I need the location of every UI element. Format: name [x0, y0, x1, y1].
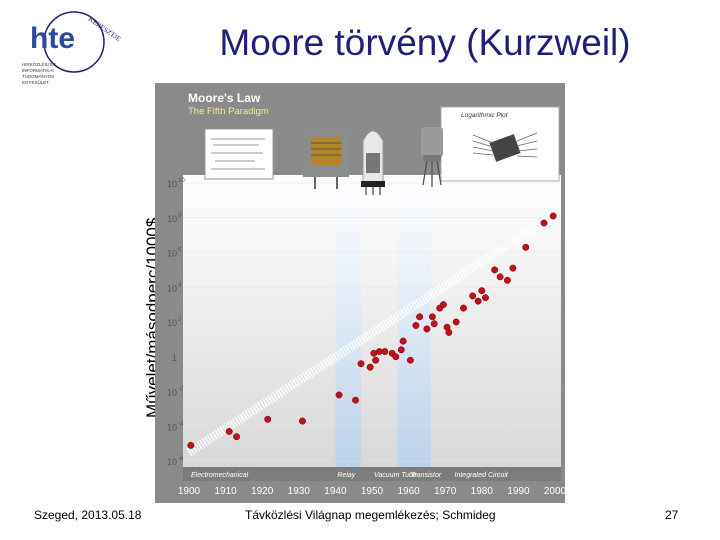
y-tick-label: 10	[167, 422, 177, 432]
y-tick-label: 10	[167, 318, 177, 328]
data-point	[397, 346, 405, 354]
transistor-icon	[421, 127, 443, 187]
data-point	[491, 266, 499, 274]
data-point	[264, 415, 272, 423]
data-point	[452, 318, 460, 326]
relay-icon	[303, 129, 349, 189]
hte-logo: KERESZTJE hte HÍRKÖZLÉSI ÉS INFORMATIKAI…	[22, 11, 122, 85]
data-point	[423, 325, 431, 333]
y-tick-label: 10	[167, 283, 177, 293]
y-tick-exponent: 4	[178, 282, 182, 288]
x-tick-label: 1990	[507, 486, 530, 497]
moores-law-chart: 10 10 10 8 10 6 10 4 10 2 1 10 -2 10 -4 10 -6 Moore's La…	[155, 83, 567, 503]
vacuum-tube-icon	[361, 130, 385, 195]
slide-title: Moore törvény (Kurzweil)	[219, 22, 631, 63]
data-point	[460, 304, 467, 312]
data-point	[509, 264, 517, 272]
data-point	[366, 363, 374, 371]
data-point	[357, 360, 365, 368]
slide-number: 27	[665, 508, 679, 522]
data-point	[381, 348, 389, 355]
y-tick-label: 10	[167, 214, 177, 224]
y-tick-exponent: 2	[178, 317, 182, 323]
x-tick-label: 1900	[178, 486, 201, 497]
data-point	[482, 294, 489, 302]
y-tick-label: 10	[167, 457, 177, 467]
paradigm-label: Relay	[337, 472, 355, 479]
data-point	[372, 356, 380, 364]
highlight-band-1	[397, 175, 431, 467]
data-point	[399, 337, 407, 345]
data-point	[392, 353, 400, 361]
y-tick-label: 10	[167, 249, 177, 259]
paradigm-band	[183, 467, 561, 481]
schematic-icon	[204, 128, 274, 180]
paradigm-label: Electromechanical	[191, 472, 249, 479]
y-tick-label: 1	[172, 353, 177, 363]
data-point	[187, 441, 195, 449]
x-tick-label: 1940	[324, 486, 347, 497]
data-point	[428, 313, 436, 321]
data-point	[540, 219, 548, 227]
y-tick-exponent: 6	[178, 248, 182, 254]
data-point	[225, 428, 233, 435]
data-point	[549, 212, 557, 220]
paradigm-label: Transistor	[411, 472, 442, 479]
data-point	[474, 297, 482, 305]
trend-line	[186, 210, 558, 457]
x-tick-label: 1980	[471, 486, 494, 497]
data-point	[503, 276, 511, 284]
data-point	[335, 391, 343, 399]
x-tick-label: 2000	[544, 486, 565, 497]
data-point	[233, 433, 241, 441]
data-point	[430, 320, 438, 328]
y-tick-exponent: -4	[178, 421, 184, 427]
y-tick-exponent: -2	[178, 387, 184, 393]
x-tick-label: 1930	[288, 486, 311, 497]
y-tick-exponent: 8	[178, 213, 182, 219]
footer-location-date: Szeged, 2013.05.18	[34, 508, 142, 522]
x-tick-label: 1910	[214, 486, 237, 497]
logo-letters: hte	[30, 22, 75, 55]
logo-org-line-4: EGYESÜLET	[22, 79, 49, 85]
data-point	[522, 243, 530, 251]
data-point	[469, 292, 477, 300]
footer-event: Távközlési Világnap megemlékezés; Schmid…	[245, 508, 496, 522]
data-point	[439, 301, 447, 309]
data-point	[478, 287, 486, 295]
logo-org-line-3: TUDOMÁNYOS	[22, 73, 54, 79]
highlight-band-0	[335, 175, 362, 467]
y-tick-label: 10	[167, 179, 177, 189]
logo-org-line-2: INFORMATIKAI	[22, 68, 54, 73]
chip-icon	[472, 132, 538, 162]
data-point	[445, 328, 453, 336]
paradigm-label: Vacuum Tube	[374, 472, 417, 479]
chart-title: Moore's Law	[188, 91, 261, 105]
data-point	[299, 417, 306, 425]
chart-subtitle: The Fifth Paradigm	[188, 106, 269, 117]
paradigm-label: Integrated Circuit	[455, 472, 509, 479]
x-tick-label: 1920	[251, 486, 274, 497]
x-tick-label: 1960	[397, 486, 420, 497]
data-point	[352, 396, 359, 404]
data-point	[416, 313, 424, 321]
inset-label: Logarithmic Plot	[461, 112, 509, 119]
logo-org-line-1: HÍRKÖZLÉSI ÉS	[22, 61, 56, 67]
x-tick-label: 1970	[434, 486, 457, 497]
x-tick-label: 1950	[361, 486, 384, 497]
data-point	[496, 273, 504, 281]
y-tick-exponent: 10	[178, 178, 185, 184]
data-point	[406, 356, 414, 364]
y-tick-exponent: -6	[178, 456, 184, 462]
data-point	[412, 322, 420, 329]
y-tick-label: 10	[167, 388, 177, 398]
